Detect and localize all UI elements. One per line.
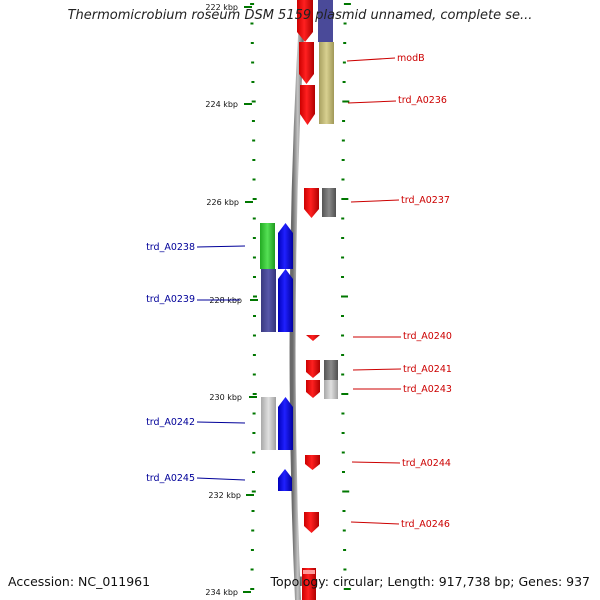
gene-label[interactable]: modB xyxy=(397,53,425,64)
gene-label[interactable]: trd_A0243 xyxy=(403,384,452,395)
ruler-tick: 230 kbp xyxy=(209,393,257,402)
cds-feature-reverse[interactable] xyxy=(278,223,293,269)
outer-tick-ring-reverse xyxy=(250,3,257,590)
cog-ring-reverse xyxy=(260,223,276,450)
cds-feature-forward[interactable] xyxy=(306,360,320,378)
ruler-label: 232 kbp xyxy=(208,491,241,500)
gene-label[interactable]: trd_A0244 xyxy=(402,458,451,469)
map-title: Thermomicrobium roseum DSM 5159 plasmid … xyxy=(67,8,533,23)
ruler-tick: 224 kbp xyxy=(205,100,252,109)
ruler-label: 222 kbp xyxy=(205,3,238,12)
cds-feature-reverse[interactable] xyxy=(278,397,293,450)
outer-tick-ring-forward xyxy=(341,3,351,590)
ruler-tick: 222 kbp xyxy=(205,3,252,12)
label-leader-lines xyxy=(196,57,402,525)
cds-highlight xyxy=(303,570,315,574)
reverse-cds-track xyxy=(278,223,293,491)
forward-cds-track xyxy=(297,0,320,600)
ruler-label: 226 kbp xyxy=(206,198,239,207)
cog-block xyxy=(260,223,275,269)
gene-label[interactable]: trd_A0239 xyxy=(146,294,195,305)
cog-block xyxy=(322,188,336,217)
cds-feature-forward[interactable] xyxy=(299,42,314,84)
gene-label[interactable]: trd_A0246 xyxy=(401,519,450,530)
cds-feature-forward[interactable] xyxy=(297,0,313,42)
cds-feature-forward[interactable] xyxy=(304,188,319,218)
cog-block xyxy=(318,0,333,42)
cds-feature-reverse[interactable] xyxy=(278,269,293,332)
ruler-tick: 226 kbp xyxy=(206,198,253,207)
cog-ring-forward xyxy=(318,0,338,399)
cog-block xyxy=(261,269,276,332)
cog-block xyxy=(324,380,338,399)
cds-feature-forward[interactable] xyxy=(300,85,315,125)
cds-feature-forward[interactable] xyxy=(306,380,320,398)
gene-label[interactable]: trd_A0240 xyxy=(403,331,452,342)
ruler-label: 234 kbp xyxy=(205,588,238,597)
gene-label[interactable]: trd_A0236 xyxy=(398,95,447,106)
cds-feature-reverse[interactable] xyxy=(278,469,292,491)
gene-label[interactable]: trd_A0237 xyxy=(401,195,450,206)
cog-block xyxy=(261,397,276,450)
ruler-tick: 234 kbp xyxy=(205,588,251,597)
cds-feature-forward[interactable] xyxy=(304,512,319,533)
gene-labels-reverse: trd_A0238 trd_A0239 trd_A0242 trd_A0245 xyxy=(146,242,195,484)
gene-label[interactable]: trd_A0241 xyxy=(403,364,452,375)
cog-block xyxy=(324,360,338,380)
cds-feature-forward[interactable] xyxy=(302,568,316,600)
cog-block xyxy=(319,84,334,124)
cog-block xyxy=(319,42,334,84)
gene-labels-forward: modB trd_A0236 trd_A0237 trd_A0240 trd_A… xyxy=(397,53,452,530)
ruler-label: 230 kbp xyxy=(209,393,242,402)
gene-label[interactable]: trd_A0245 xyxy=(146,473,195,484)
cds-feature-forward[interactable] xyxy=(306,335,320,341)
gene-label[interactable]: trd_A0238 xyxy=(146,242,195,253)
ruler-tick: 232 kbp xyxy=(208,491,254,500)
genome-summary-text: Topology: circular; Length: 917,738 bp; … xyxy=(270,574,591,589)
gene-label[interactable]: trd_A0242 xyxy=(146,417,195,428)
accession-text: Accession: NC_011961 xyxy=(8,574,151,589)
ruler-label: 224 kbp xyxy=(205,100,238,109)
cds-feature-forward[interactable] xyxy=(305,455,320,470)
